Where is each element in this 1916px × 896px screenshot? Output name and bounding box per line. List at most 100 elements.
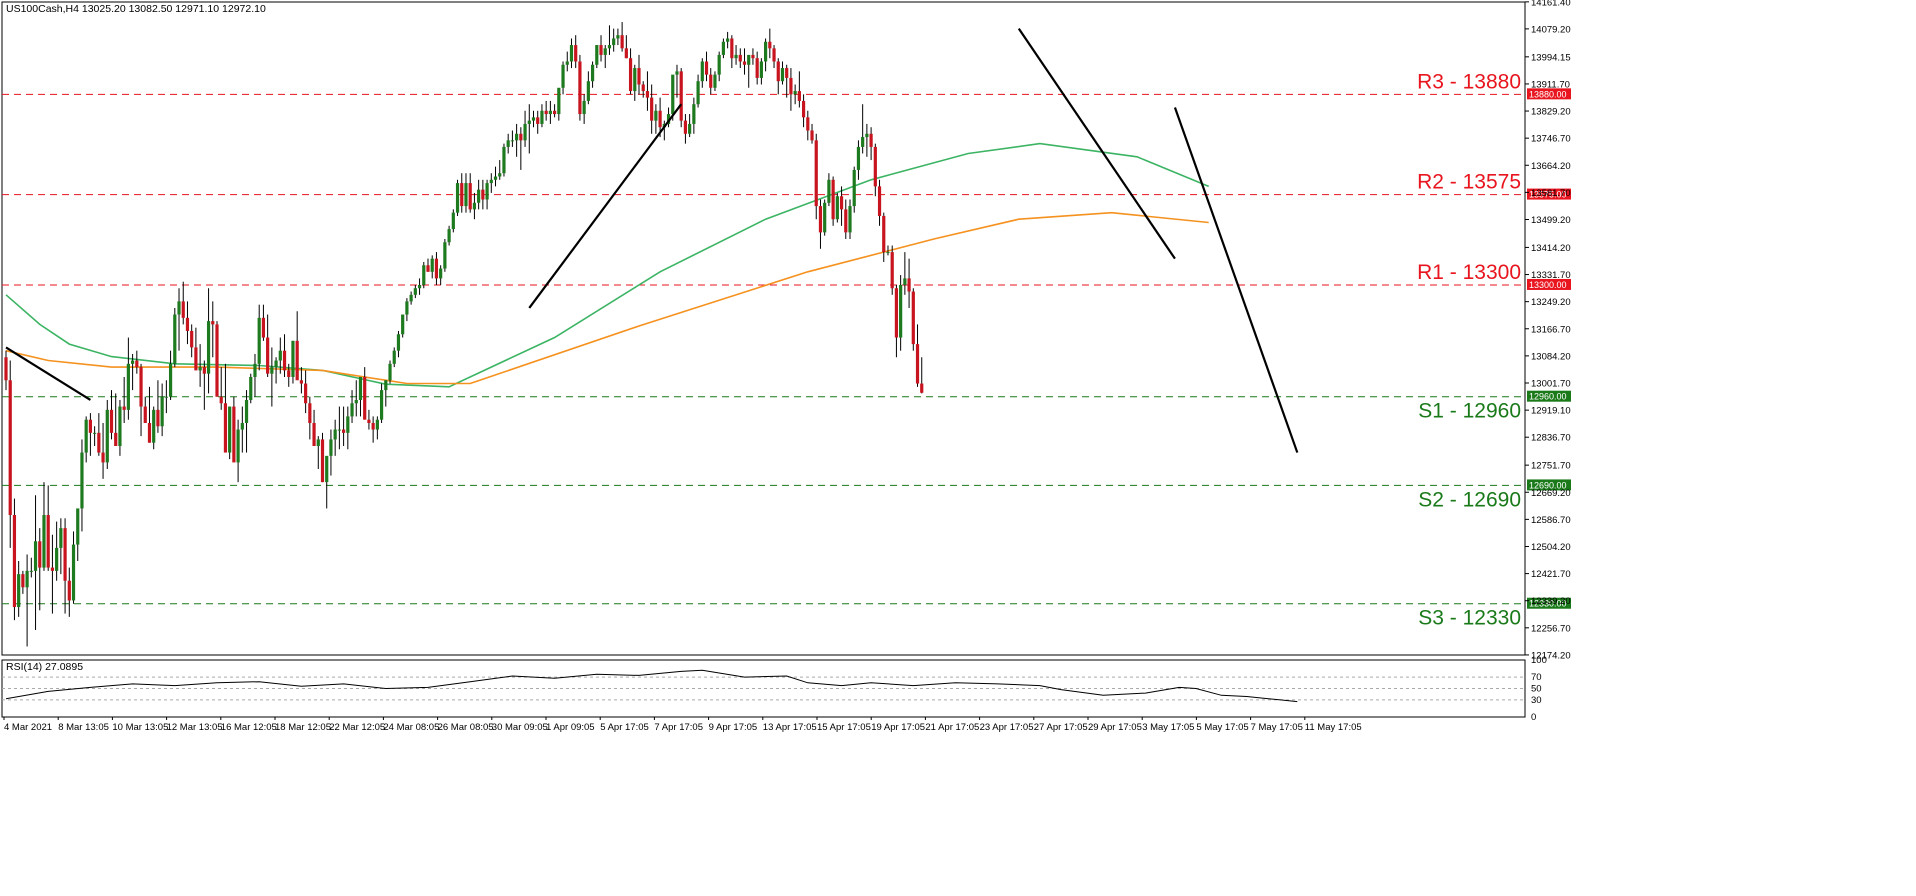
- candle: [282, 334, 287, 377]
- candle-body: [308, 403, 312, 423]
- candle: [228, 406, 232, 460]
- candle: [814, 133, 818, 220]
- candle-body: [131, 360, 135, 364]
- candle: [768, 28, 772, 59]
- candle: [489, 173, 493, 193]
- time-tick-label: 12 Mar 13:05: [167, 722, 223, 733]
- candle-body: [21, 574, 25, 588]
- candle: [861, 104, 865, 154]
- candle: [823, 199, 827, 236]
- candle: [645, 71, 650, 111]
- candle-body: [59, 528, 63, 548]
- candle: [527, 104, 531, 154]
- candle-body: [797, 91, 801, 101]
- candle: [523, 110, 527, 147]
- candle-body: [920, 383, 924, 393]
- candle-body: [451, 212, 455, 230]
- candle-body: [603, 48, 607, 55]
- candle-body: [582, 100, 586, 115]
- candle: [785, 64, 789, 98]
- candle: [316, 436, 320, 469]
- candle-body: [181, 301, 185, 318]
- candle: [882, 212, 886, 262]
- candle-body: [67, 580, 71, 601]
- candle-body: [595, 45, 599, 65]
- candle: [164, 380, 168, 414]
- candle: [536, 110, 540, 134]
- candle-body: [392, 350, 396, 364]
- price-tick-label: 13414.20: [1531, 243, 1571, 254]
- price-tick-label: 13499.20: [1531, 215, 1571, 226]
- price-tick-label: 12421.70: [1531, 569, 1571, 580]
- candle-body: [63, 528, 67, 581]
- candle: [561, 61, 565, 95]
- candle: [658, 97, 662, 138]
- candle: [595, 45, 599, 69]
- candle: [797, 71, 801, 108]
- candle: [152, 406, 156, 450]
- candle-body: [114, 432, 118, 446]
- candle: [780, 61, 785, 85]
- candle: [67, 567, 71, 617]
- candle-body: [443, 242, 447, 269]
- candle: [63, 518, 67, 614]
- candle-body: [206, 321, 211, 374]
- candle: [831, 176, 835, 226]
- rsi-line: [5, 669, 1298, 703]
- candle-body: [249, 376, 253, 400]
- candle: [683, 114, 688, 144]
- candle: [806, 110, 810, 141]
- candle-body: [413, 288, 417, 295]
- candle-body: [358, 376, 363, 400]
- candle-body: [700, 61, 704, 82]
- candle-body: [590, 64, 595, 82]
- candle: [818, 199, 823, 249]
- candle: [886, 245, 890, 256]
- time-tick-label: 13 Apr 17:05: [763, 722, 817, 733]
- price-tick-label: 13331.70: [1531, 270, 1571, 281]
- candle: [502, 143, 506, 177]
- candle-body: [42, 515, 46, 568]
- candle-body: [844, 209, 848, 233]
- time-tick-label: 18 Mar 12:05: [275, 722, 331, 733]
- candle-body: [304, 383, 308, 404]
- candle-body: [823, 202, 827, 233]
- candle: [396, 330, 401, 358]
- candle: [764, 38, 768, 72]
- candle-body: [253, 363, 257, 377]
- candle: [911, 288, 915, 351]
- time-tick-label: 23 Apr 17:05: [980, 722, 1034, 733]
- candle-body: [692, 104, 696, 124]
- candle: [586, 71, 590, 105]
- candle-body: [831, 179, 835, 220]
- candle-body: [536, 117, 540, 124]
- candle-body: [861, 137, 865, 147]
- candle-body: [244, 399, 249, 423]
- candle-body: [17, 574, 21, 608]
- candle: [135, 350, 139, 374]
- candle: [899, 275, 903, 351]
- candle-body: [215, 324, 219, 397]
- level-price-tag-text: 12330.00: [1529, 599, 1567, 609]
- candle-body: [818, 206, 823, 233]
- candle-body: [717, 54, 721, 75]
- symbol-info: US100Cash,H4 13025.20 13082.50 12971.10 …: [6, 3, 266, 15]
- candle-body: [223, 403, 228, 453]
- candle-body: [890, 252, 894, 289]
- candle-body: [384, 380, 388, 391]
- candle: [890, 245, 894, 295]
- candle: [160, 383, 164, 437]
- candle-body: [430, 258, 434, 272]
- price-tick-label: 13994.15: [1531, 52, 1571, 63]
- time-tick-label: 5 Apr 17:05: [600, 722, 649, 733]
- candle: [920, 357, 924, 394]
- candle-body: [333, 429, 337, 440]
- time-tick-label: 19 Apr 17:05: [871, 722, 925, 733]
- candle-body: [540, 110, 544, 124]
- candle-body: [71, 544, 76, 601]
- candle: [118, 399, 122, 456]
- candle: [481, 179, 485, 210]
- candle: [371, 416, 375, 443]
- level-price-tag-text: 13575.00: [1529, 190, 1567, 200]
